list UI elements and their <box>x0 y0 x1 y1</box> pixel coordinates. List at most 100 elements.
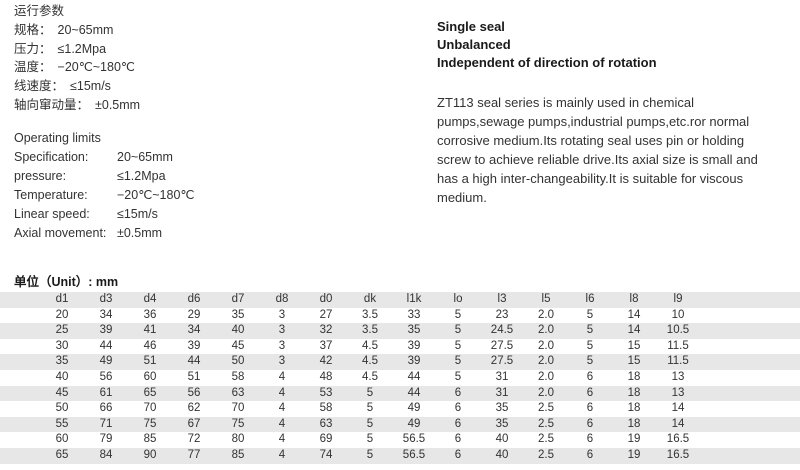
table-cell: 50 <box>231 355 245 368</box>
table-cell: 56 <box>99 370 113 383</box>
table-column-header: d4 <box>143 293 157 305</box>
table-column-header: l6 <box>585 293 595 305</box>
table-cell: 2.5 <box>538 417 554 430</box>
table-cell: 66 <box>99 402 113 415</box>
table-cell: 31 <box>495 386 509 399</box>
table-cell: 18 <box>627 402 641 415</box>
table-cell: 58 <box>231 370 245 383</box>
table-cell: 20 <box>55 308 69 321</box>
table-cell: 14 <box>627 324 641 337</box>
table-cell: 4.5 <box>362 370 378 383</box>
table-cell: 2.0 <box>538 355 554 368</box>
table-cell: 53 <box>319 386 333 399</box>
table-cell-spacer <box>0 323 40 339</box>
table-cell-spacer <box>0 339 40 355</box>
seal-feature-line: Single seal <box>437 19 505 34</box>
table-cell: 49 <box>407 417 421 430</box>
table-row: 65 84 90 77 85 4 74 5 56.5 6 40 2.5 6 19 16.5 <box>0 447 800 464</box>
table-cell: 5 <box>586 324 594 337</box>
table-cell: 70 <box>143 402 157 415</box>
table-cell: 5 <box>366 402 374 415</box>
table-cell: 3 <box>278 324 286 337</box>
table-cell: 6 <box>586 417 594 430</box>
table-cell: 85 <box>231 448 245 461</box>
table-cell-spacer <box>700 448 800 464</box>
operating-limits-en-section: Operating limits Specification: 20~65mm pr… <box>14 129 194 243</box>
en-limit-line: Specification: 20~65mm <box>14 148 194 167</box>
table-cell: 51 <box>187 370 201 383</box>
table-cell: 4 <box>278 433 286 446</box>
cn-param-value: ≤1.2Mpa <box>57 41 107 56</box>
en-limit-value: ≤15m/s <box>117 207 158 221</box>
table-cell: 5 <box>586 308 594 321</box>
table-cell: 23 <box>495 308 509 321</box>
table-cell-spacer <box>700 323 800 339</box>
table-cell: 44 <box>407 370 421 383</box>
table-cell: 2.0 <box>538 370 554 383</box>
seal-feature-line: Independent of direction of rotation <box>437 55 657 70</box>
table-cell: 63 <box>231 386 245 399</box>
table-cell: 44 <box>407 386 421 399</box>
en-limits-title: Operating limits <box>14 131 101 145</box>
table-cell-spacer <box>700 308 800 324</box>
table-cell: 84 <box>99 448 113 461</box>
table-cell: 14 <box>671 402 685 415</box>
table-cell: 4 <box>278 402 286 415</box>
table-cell: 6 <box>586 402 594 415</box>
cn-param-value: ±0.5mm <box>95 97 141 112</box>
table-cell: 49 <box>407 402 421 415</box>
table-cell: 5 <box>366 417 374 430</box>
table-cell: 65 <box>55 448 69 461</box>
table-cell: 75 <box>231 417 245 430</box>
table-cell: 5 <box>454 308 462 321</box>
table-cell: 85 <box>143 433 157 446</box>
cn-param-label: 温度： <box>14 60 52 75</box>
table-cell: 34 <box>99 308 113 321</box>
en-limit-line: pressure: ≤1.2Mpa <box>14 167 194 186</box>
table-cell: 6 <box>586 433 594 446</box>
seal-features: Single seal Unbalanced Independent of dire… <box>437 18 773 72</box>
table-cell-spacer <box>0 448 40 464</box>
table-cell: 27.5 <box>490 339 514 352</box>
table-cell-spacer <box>0 354 40 370</box>
table-cell: 62 <box>187 402 201 415</box>
table-cell: 45 <box>231 339 245 352</box>
table-cell: 60 <box>143 370 157 383</box>
table-cell: 29 <box>187 308 201 321</box>
table-cell: 14 <box>627 308 641 321</box>
table-cell: 36 <box>143 308 157 321</box>
table-cell: 67 <box>187 417 201 430</box>
table-cell: 40 <box>231 324 245 337</box>
table-cell: 18 <box>627 370 641 383</box>
en-limit-label: Temperature: <box>14 188 88 202</box>
cn-param-line: 规格： 20~65mm <box>14 21 140 40</box>
table-column-header: l1k <box>406 293 422 305</box>
table-row: 35 49 51 44 50 3 42 4.5 39 5 27.5 2.0 5 15 11.5 <box>0 354 800 370</box>
table-cell: 79 <box>99 433 113 446</box>
en-limit-label: Linear speed: <box>14 207 90 221</box>
table-cell: 45 <box>55 386 69 399</box>
table-cell: 35 <box>495 417 509 430</box>
seal-info-section: Single seal Unbalanced Independent of dire… <box>437 18 773 207</box>
seal-description-paragraph: ZT113 seal series is mainly used in chem… <box>437 95 758 205</box>
table-cell-spacer <box>700 354 800 370</box>
table-cell: 77 <box>187 448 201 461</box>
table-cell: 18 <box>627 417 641 430</box>
table-cell-spacer <box>0 386 40 402</box>
table-column-header: d0 <box>319 293 333 305</box>
table-cell: 16.5 <box>666 448 690 461</box>
table-cell-spacer <box>700 417 800 433</box>
table-cell: 5 <box>586 355 594 368</box>
cn-params-title: 运行参数 <box>14 4 65 18</box>
table-cell: 2.0 <box>538 339 554 352</box>
en-limit-line: Linear speed: ≤15m/s <box>14 205 194 224</box>
table-cell-spacer <box>0 308 40 324</box>
en-limits-lines: Specification: 20~65mm pressure: ≤1.2Mpa Tem… <box>14 148 194 243</box>
table-cell: 3 <box>278 308 286 321</box>
table-cell: 37 <box>319 339 333 352</box>
table-cell: 11.5 <box>667 355 689 368</box>
table-cell: 27 <box>319 308 333 321</box>
table-header-spacer <box>700 292 800 308</box>
table-cell: 40 <box>55 370 69 383</box>
cn-param-line: 压力： ≤1.2Mpa <box>14 40 140 59</box>
